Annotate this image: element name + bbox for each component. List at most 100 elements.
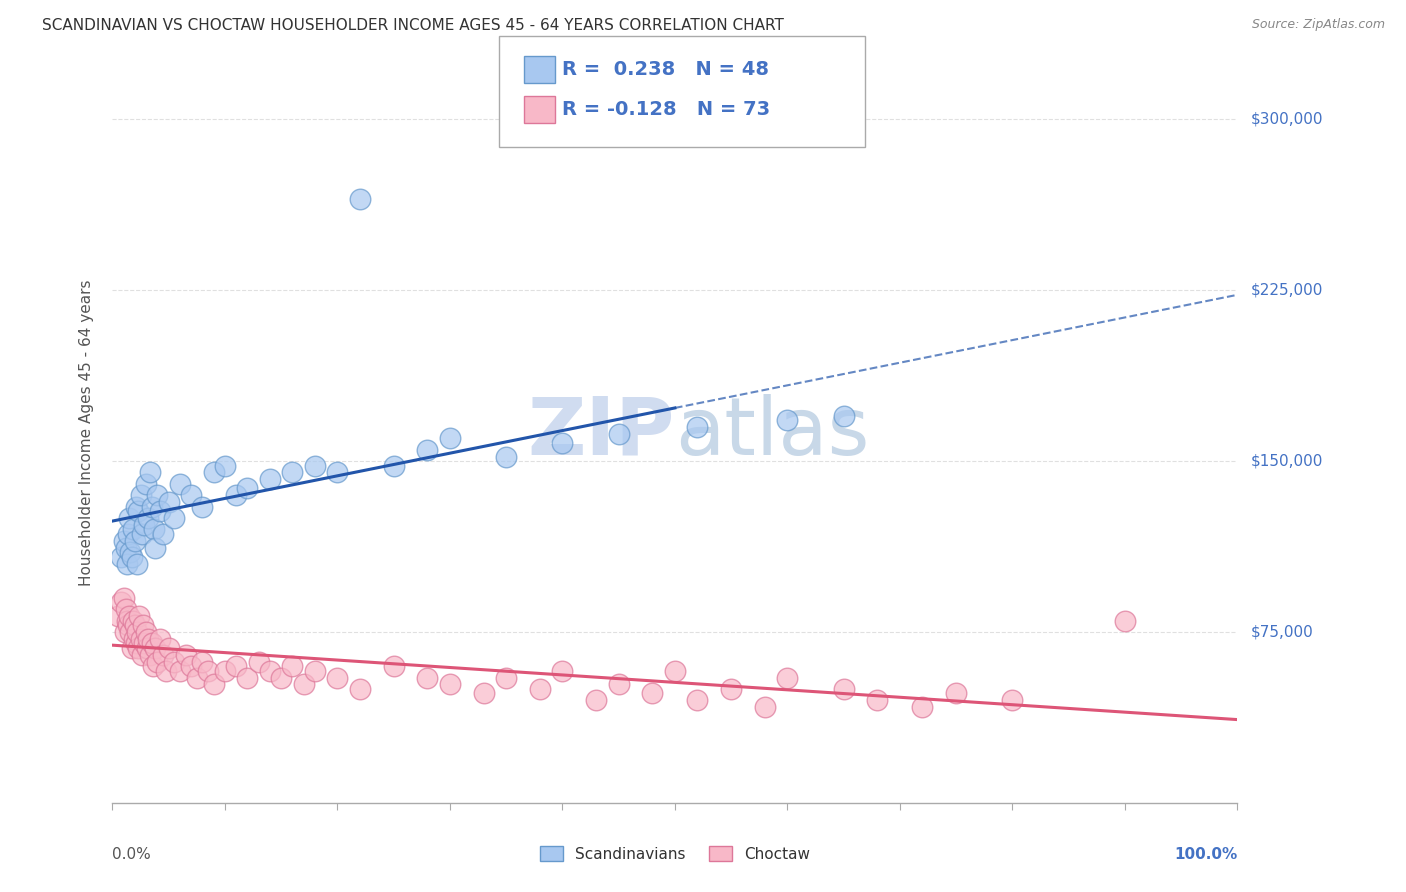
- Point: [131, 648, 153, 662]
- Point: [120, 545, 142, 559]
- Point: [138, 648, 160, 662]
- Point: [125, 636, 148, 650]
- Point: [138, 466, 160, 480]
- Point: [115, 614, 138, 628]
- Point: [439, 677, 461, 691]
- Point: [146, 488, 169, 502]
- Text: $225,000: $225,000: [1251, 283, 1323, 298]
- Point: [115, 541, 138, 555]
- Point: [138, 511, 160, 525]
- Point: [131, 527, 153, 541]
- Point: [304, 458, 326, 473]
- Point: [135, 476, 157, 491]
- Point: [326, 466, 349, 480]
- Point: [112, 591, 135, 605]
- Point: [118, 609, 141, 624]
- Point: [138, 632, 160, 646]
- Point: [132, 517, 155, 532]
- Point: [120, 624, 142, 639]
- Point: [132, 636, 155, 650]
- Point: [495, 671, 517, 685]
- Text: atlas: atlas: [675, 393, 869, 472]
- Point: [529, 681, 551, 696]
- Point: [225, 488, 247, 502]
- Point: [832, 681, 855, 696]
- Point: [472, 686, 495, 700]
- Point: [143, 523, 166, 537]
- Point: [247, 655, 270, 669]
- Text: 0.0%: 0.0%: [112, 847, 152, 863]
- Point: [349, 681, 371, 696]
- Point: [259, 472, 281, 486]
- Point: [202, 466, 225, 480]
- Point: [214, 458, 236, 473]
- Point: [236, 671, 259, 685]
- Point: [191, 655, 214, 669]
- Point: [382, 458, 405, 473]
- Point: [180, 488, 202, 502]
- Point: [146, 655, 169, 669]
- Point: [349, 192, 371, 206]
- Point: [180, 659, 202, 673]
- Point: [152, 527, 174, 541]
- Point: [149, 504, 172, 518]
- Point: [664, 664, 686, 678]
- Point: [127, 557, 149, 571]
- Point: [124, 533, 146, 548]
- Point: [259, 664, 281, 678]
- Point: [163, 655, 186, 669]
- Point: [225, 659, 247, 673]
- Point: [152, 648, 174, 662]
- Point: [127, 624, 149, 639]
- Point: [136, 640, 159, 655]
- Point: [776, 413, 799, 427]
- Point: [115, 602, 138, 616]
- Point: [214, 664, 236, 678]
- Point: [114, 624, 136, 639]
- Point: [686, 693, 709, 707]
- Point: [155, 664, 177, 678]
- Point: [236, 482, 259, 496]
- Point: [169, 664, 191, 678]
- Point: [686, 420, 709, 434]
- Point: [127, 640, 149, 655]
- Point: [129, 488, 152, 502]
- Point: [107, 609, 129, 624]
- Point: [270, 671, 292, 685]
- Point: [326, 671, 349, 685]
- Point: [157, 495, 180, 509]
- Point: [832, 409, 855, 423]
- Point: [197, 664, 219, 678]
- Point: [163, 511, 186, 525]
- Point: [551, 435, 574, 450]
- Point: [382, 659, 405, 673]
- Point: [281, 466, 304, 480]
- Point: [121, 614, 143, 628]
- Point: [142, 659, 165, 673]
- Text: 100.0%: 100.0%: [1174, 847, 1237, 863]
- Point: [127, 504, 149, 518]
- Point: [129, 632, 152, 646]
- Point: [945, 686, 967, 700]
- Point: [607, 426, 630, 441]
- Point: [607, 677, 630, 691]
- Point: [118, 511, 141, 525]
- Point: [304, 664, 326, 678]
- Point: [641, 686, 664, 700]
- Point: [439, 431, 461, 445]
- Point: [186, 671, 208, 685]
- Point: [115, 557, 138, 571]
- Text: $300,000: $300,000: [1251, 112, 1323, 127]
- Point: [110, 595, 132, 609]
- Point: [292, 677, 315, 691]
- Point: [121, 523, 143, 537]
- Point: [174, 648, 197, 662]
- Point: [754, 700, 776, 714]
- Text: ZIP: ZIP: [527, 393, 675, 472]
- Point: [143, 541, 166, 555]
- Point: [911, 700, 934, 714]
- Y-axis label: Householder Income Ages 45 - 64 years: Householder Income Ages 45 - 64 years: [79, 279, 94, 586]
- Text: SCANDINAVIAN VS CHOCTAW HOUSEHOLDER INCOME AGES 45 - 64 YEARS CORRELATION CHART: SCANDINAVIAN VS CHOCTAW HOUSEHOLDER INCO…: [42, 18, 785, 33]
- Point: [157, 640, 180, 655]
- Text: Source: ZipAtlas.com: Source: ZipAtlas.com: [1251, 18, 1385, 31]
